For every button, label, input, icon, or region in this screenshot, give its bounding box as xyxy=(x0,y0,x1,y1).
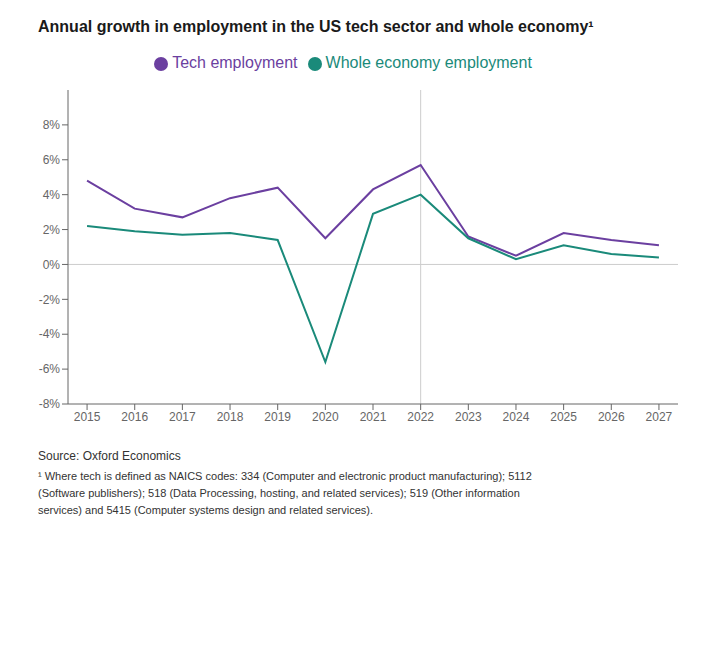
html-text:¹ Where tech is defined as NAI: ¹ Where tech is defined as NAICS codes: … xyxy=(38,470,532,516)
svg-text:2025: 2025 xyxy=(550,410,577,424)
svg-text:-6%: -6% xyxy=(39,362,61,376)
svg-text:6%: 6% xyxy=(43,153,61,167)
svg-text:2027: 2027 xyxy=(646,410,673,424)
html-text:Whole economy employment: Whole economy employment xyxy=(325,54,532,71)
html-text:Source: Oxford Economics: Source: Oxford Economics xyxy=(38,449,181,463)
svg-text:2021: 2021 xyxy=(360,410,387,424)
svg-text:2023: 2023 xyxy=(455,410,482,424)
svg-text:2017: 2017 xyxy=(169,410,196,424)
svg-text:2022: 2022 xyxy=(407,410,434,424)
html-text:Annual growth in employment in: Annual growth in employment in the US te… xyxy=(38,18,594,35)
svg-text:-8%: -8% xyxy=(39,397,61,411)
svg-text:2016: 2016 xyxy=(121,410,148,424)
svg-text:2026: 2026 xyxy=(598,410,625,424)
svg-text:8%: 8% xyxy=(43,118,61,132)
svg-text:-4%: -4% xyxy=(39,327,61,341)
svg-text:0%: 0% xyxy=(43,258,61,272)
svg-text:2020: 2020 xyxy=(312,410,339,424)
svg-text:-2%: -2% xyxy=(39,293,61,307)
svg-text:4%: 4% xyxy=(43,188,61,202)
html-text:Tech employment: Tech employment xyxy=(172,54,298,71)
svg-text:2%: 2% xyxy=(43,223,61,237)
svg-text:2018: 2018 xyxy=(217,410,244,424)
svg-text:2015: 2015 xyxy=(74,410,101,424)
svg-text:2024: 2024 xyxy=(503,410,530,424)
svg-text:2019: 2019 xyxy=(264,410,291,424)
